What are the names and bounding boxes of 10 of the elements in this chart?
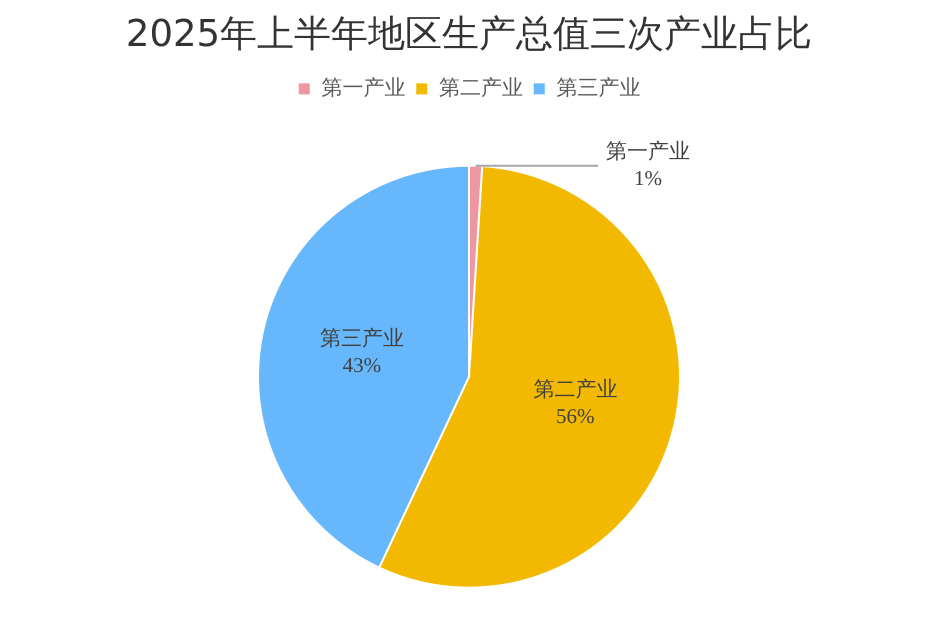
slice-label: 第三产业: [320, 326, 404, 350]
legend-label: 第三产业: [556, 75, 640, 100]
chart-title: 2025年上半年地区生产总值三次产业占比: [126, 12, 812, 55]
legend-label: 第一产业: [321, 75, 406, 100]
slice-label: 第二产业: [533, 377, 618, 401]
slice-label: 第一产业: [606, 138, 690, 163]
legend-label: 第二产业: [438, 75, 523, 100]
data-label: 1%: [634, 166, 662, 190]
data-label: 56%: [556, 404, 595, 428]
data-label: 43%: [342, 352, 382, 377]
